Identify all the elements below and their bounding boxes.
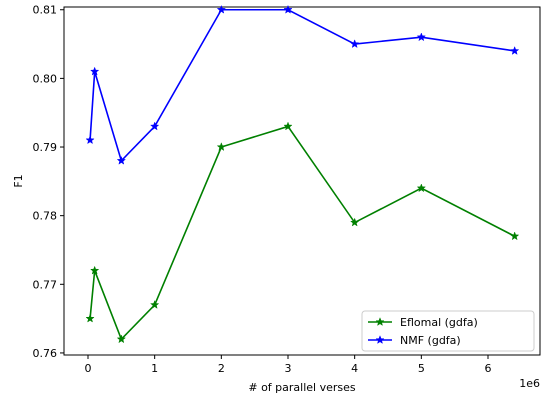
data-point: [349, 39, 360, 49]
y-tick-label: 0.81: [33, 4, 58, 17]
x-tick-label: 3: [285, 362, 292, 375]
data-point: [149, 121, 160, 131]
x-tick-label: 4: [351, 362, 358, 375]
y-tick-label: 0.76: [33, 347, 58, 360]
legend-label: NMF (gdfa): [400, 334, 461, 347]
y-axis-label: F1: [12, 174, 25, 187]
series-line: [89, 8, 515, 163]
x-tick-label: 0: [85, 362, 92, 375]
data-point: [149, 299, 160, 309]
y-tick-label: 0.78: [33, 210, 58, 223]
data-point: [89, 66, 100, 76]
x-tick-label: 2: [218, 362, 225, 375]
data-point: [416, 183, 427, 193]
data-point: [85, 135, 95, 145]
legend-swatch-marker: [375, 317, 385, 326]
plot-frame: [63, 6, 541, 356]
data-point: [216, 4, 227, 14]
data-point: [283, 4, 293, 14]
y-tick-label: 0.77: [33, 278, 58, 291]
x-tick-label: 6: [485, 362, 492, 375]
legend: Eflomal (gdfa) NMF (gdfa): [361, 310, 535, 352]
x-tick-label: 1: [151, 362, 158, 375]
data-point: [85, 313, 95, 323]
plot-series: [85, 4, 520, 344]
data-point: [509, 231, 520, 241]
data-point: [283, 121, 293, 131]
y-tick-label: 0.79: [33, 141, 58, 154]
legend-swatch-marker: [375, 335, 385, 344]
x-axis-label: # of parallel verses: [248, 381, 356, 394]
data-point: [416, 32, 427, 42]
data-point: [216, 142, 227, 151]
data-point: [116, 334, 127, 344]
legend-box: [361, 310, 535, 352]
legend-item: NMF (gdfa): [368, 334, 461, 347]
x-tick-label: 5: [418, 362, 425, 375]
data-point: [89, 265, 100, 275]
series-0: [85, 121, 520, 344]
x-axis-offset-label: 1e6: [519, 377, 540, 390]
data-point: [349, 217, 360, 227]
legend-item: Eflomal (gdfa): [368, 316, 478, 329]
data-point: [509, 46, 520, 55]
data-point: [116, 155, 127, 165]
series-1: [85, 4, 520, 165]
y-tick-label: 0.80: [33, 72, 58, 85]
axes: 0 1 2 3 4 5 6 0.76 0.77 0.78 0.79 0.80 0.81: [33, 4, 541, 375]
legend-label: Eflomal (gdfa): [400, 316, 478, 329]
